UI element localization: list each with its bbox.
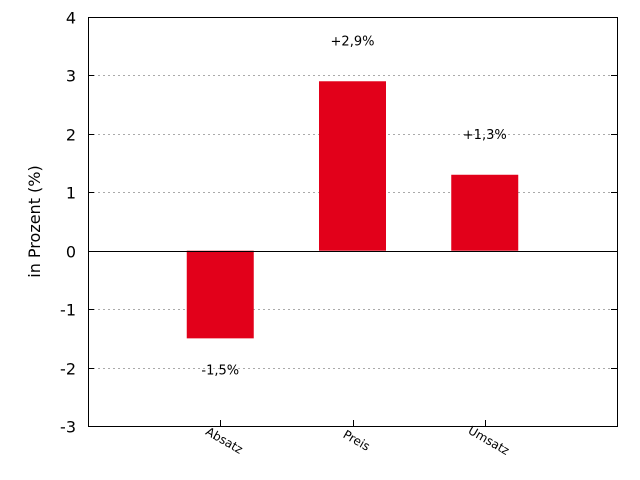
data-labels: -1,5% +2,9% +1,3% [201,34,506,378]
bars [186,81,519,339]
y-axis: -3 -2 -1 0 1 2 3 4 [60,9,617,437]
plot-frame [88,17,618,427]
bar-preis [319,81,386,251]
x-tick-label: Preis [341,427,373,453]
y-axis-label: in Prozent (%) [25,165,44,277]
x-tick-label: Umsatz [466,423,512,458]
x-axis: Absatz Preis Umsatz [203,420,512,458]
y-tick-label: 1 [66,184,76,203]
y-tick-label: 2 [66,126,76,145]
y-tick-label: -3 [60,418,76,437]
data-label: +1,3% [463,128,507,143]
bar-absatz [186,250,254,339]
data-label: -1,5% [201,363,239,378]
data-label: +2,9% [331,34,375,49]
gridlines [88,75,617,369]
bar-umsatz [451,174,519,251]
y-tick-label: 4 [66,9,76,28]
y-tick-label: 3 [66,67,76,86]
x-tick-label: Absatz [203,424,245,456]
y-tick-label: -2 [60,360,76,379]
y-tick-label: -1 [60,301,76,320]
y-tick-label: 0 [66,243,76,262]
